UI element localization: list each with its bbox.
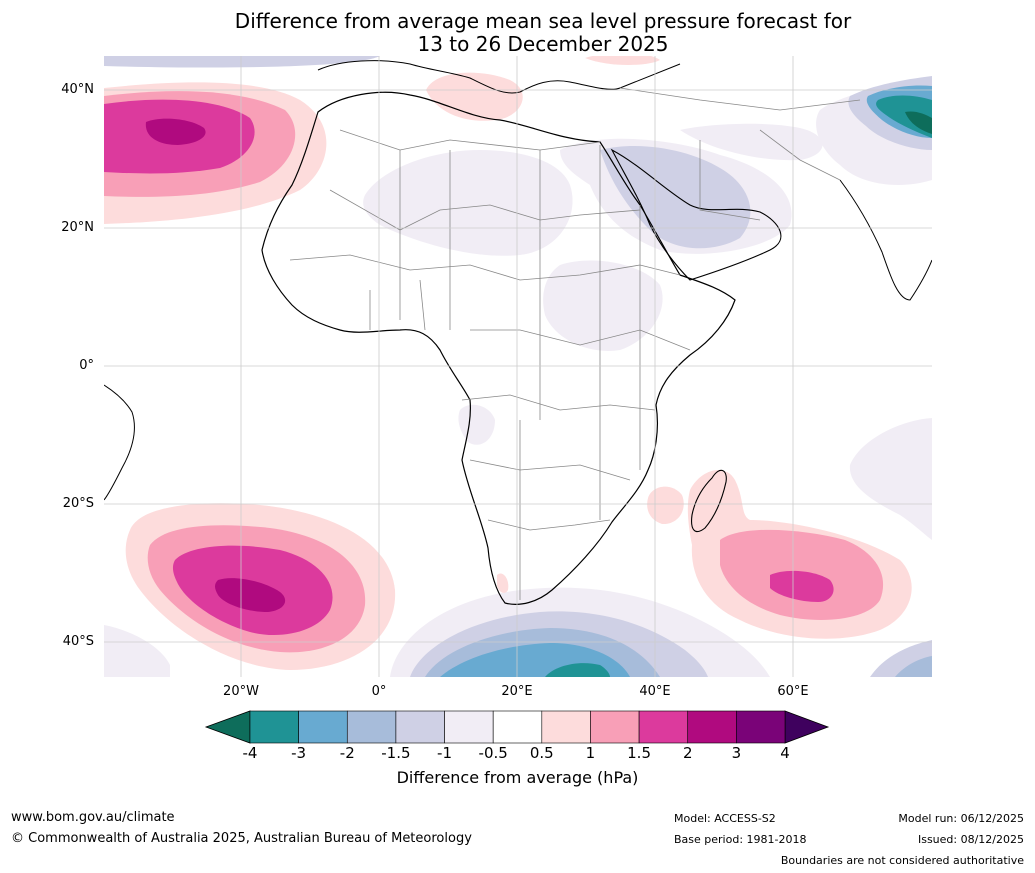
base-period-text: Base period: 1981-2018 bbox=[674, 833, 807, 846]
title-line-1: Difference from average mean sea level p… bbox=[234, 9, 852, 33]
graticule bbox=[104, 56, 932, 677]
colorbar-swatch bbox=[298, 710, 348, 744]
arabian-peninsula-coastline bbox=[610, 148, 782, 281]
lat-label-40s: 40°S bbox=[62, 634, 94, 649]
southeast-negative-core bbox=[895, 656, 932, 677]
colorbar-tick-label: 1 bbox=[585, 744, 596, 762]
colorbar-tick-label: 0.5 bbox=[529, 744, 554, 762]
indian-ocean-positive-anomaly bbox=[647, 469, 912, 639]
southwest-weak-negative bbox=[104, 625, 170, 677]
east-africa-weak-negative bbox=[543, 260, 663, 351]
south-africa-anomaly bbox=[497, 573, 509, 593]
colorbar-swatch bbox=[687, 710, 737, 744]
colorbar-swatch bbox=[541, 710, 591, 744]
issued-text: Issued: 08/12/2025 bbox=[917, 833, 1024, 846]
colorbar-swatch bbox=[492, 710, 543, 744]
pressure-anomaly-fields bbox=[104, 56, 932, 677]
colorbar-tick-label: -1 bbox=[437, 744, 453, 762]
colorbar-tick-label: 1.5 bbox=[627, 744, 651, 762]
title-line-2: 13 to 26 December 2025 bbox=[417, 32, 669, 56]
lon-label-40e: 40°E bbox=[639, 684, 671, 699]
colorbar-tick-label: -3 bbox=[291, 744, 307, 762]
north-edge-anomaly bbox=[585, 56, 660, 65]
india-coastline bbox=[839, 179, 932, 301]
africa-coastline bbox=[261, 91, 736, 605]
colorbar-swatch bbox=[638, 710, 689, 744]
colorbar-swatch bbox=[444, 710, 494, 744]
colorbar-extend-high bbox=[784, 710, 830, 744]
lon-label-60e: 60°E bbox=[777, 684, 809, 699]
south-atlantic-positive-anomaly bbox=[125, 503, 396, 670]
sahara-weak-negative bbox=[363, 150, 573, 256]
colorbar-tick-label: -2 bbox=[339, 744, 355, 762]
website-text: www.bom.gov.au/climate bbox=[11, 810, 175, 825]
lat-label-40n: 40°N bbox=[61, 82, 94, 97]
colorbar-swatch bbox=[395, 710, 445, 744]
colorbar-label: Difference from average (hPa) bbox=[396, 768, 639, 787]
indian-ocean-weak-negative bbox=[849, 418, 932, 540]
lat-label-20n: 20°N bbox=[61, 220, 94, 235]
colorbar-swatch bbox=[736, 710, 786, 744]
colorbar-tick-label: 2 bbox=[682, 744, 693, 762]
copyright-text: © Commonwealth of Australia 2025, Austra… bbox=[11, 831, 472, 846]
colorbar-tick-label: 4 bbox=[780, 744, 790, 762]
lon-label-20w: 20°W bbox=[223, 684, 259, 699]
colorbar-tick-label: 3 bbox=[731, 744, 742, 762]
southern-ocean-negative-anomaly bbox=[390, 587, 770, 677]
colorbar-tick-label: -0.5 bbox=[478, 744, 508, 762]
madagascar-coastline bbox=[691, 469, 727, 533]
colorbar-tick-label: -4 bbox=[242, 744, 258, 762]
colorbar bbox=[204, 710, 830, 744]
middle-east-negative-anomaly bbox=[560, 76, 932, 254]
south-america-coastline bbox=[104, 384, 135, 501]
lon-label-0: 0° bbox=[371, 684, 387, 699]
colorbar-swatch bbox=[249, 710, 299, 744]
colorbar-tick-label: -1.5 bbox=[381, 744, 411, 762]
disclaimer-text: Boundaries are not considered authoritat… bbox=[780, 854, 1024, 867]
mediterranean-anomaly bbox=[426, 72, 523, 121]
north-atlantic-positive-anomaly bbox=[104, 82, 327, 225]
lon-label-20e: 20°E bbox=[501, 684, 533, 699]
colorbar-swatch bbox=[590, 710, 640, 744]
colorbar-swatch bbox=[346, 710, 397, 744]
colorbar-extend-low bbox=[204, 710, 251, 744]
model-text: Model: ACCESS-S2 bbox=[674, 812, 776, 825]
lat-label-20s: 20°S bbox=[62, 496, 94, 511]
lat-label-0: 0° bbox=[79, 358, 94, 373]
north-edge-negative bbox=[104, 56, 380, 68]
model-run-text: Model run: 06/12/2025 bbox=[898, 812, 1024, 825]
country-borders bbox=[289, 87, 861, 600]
